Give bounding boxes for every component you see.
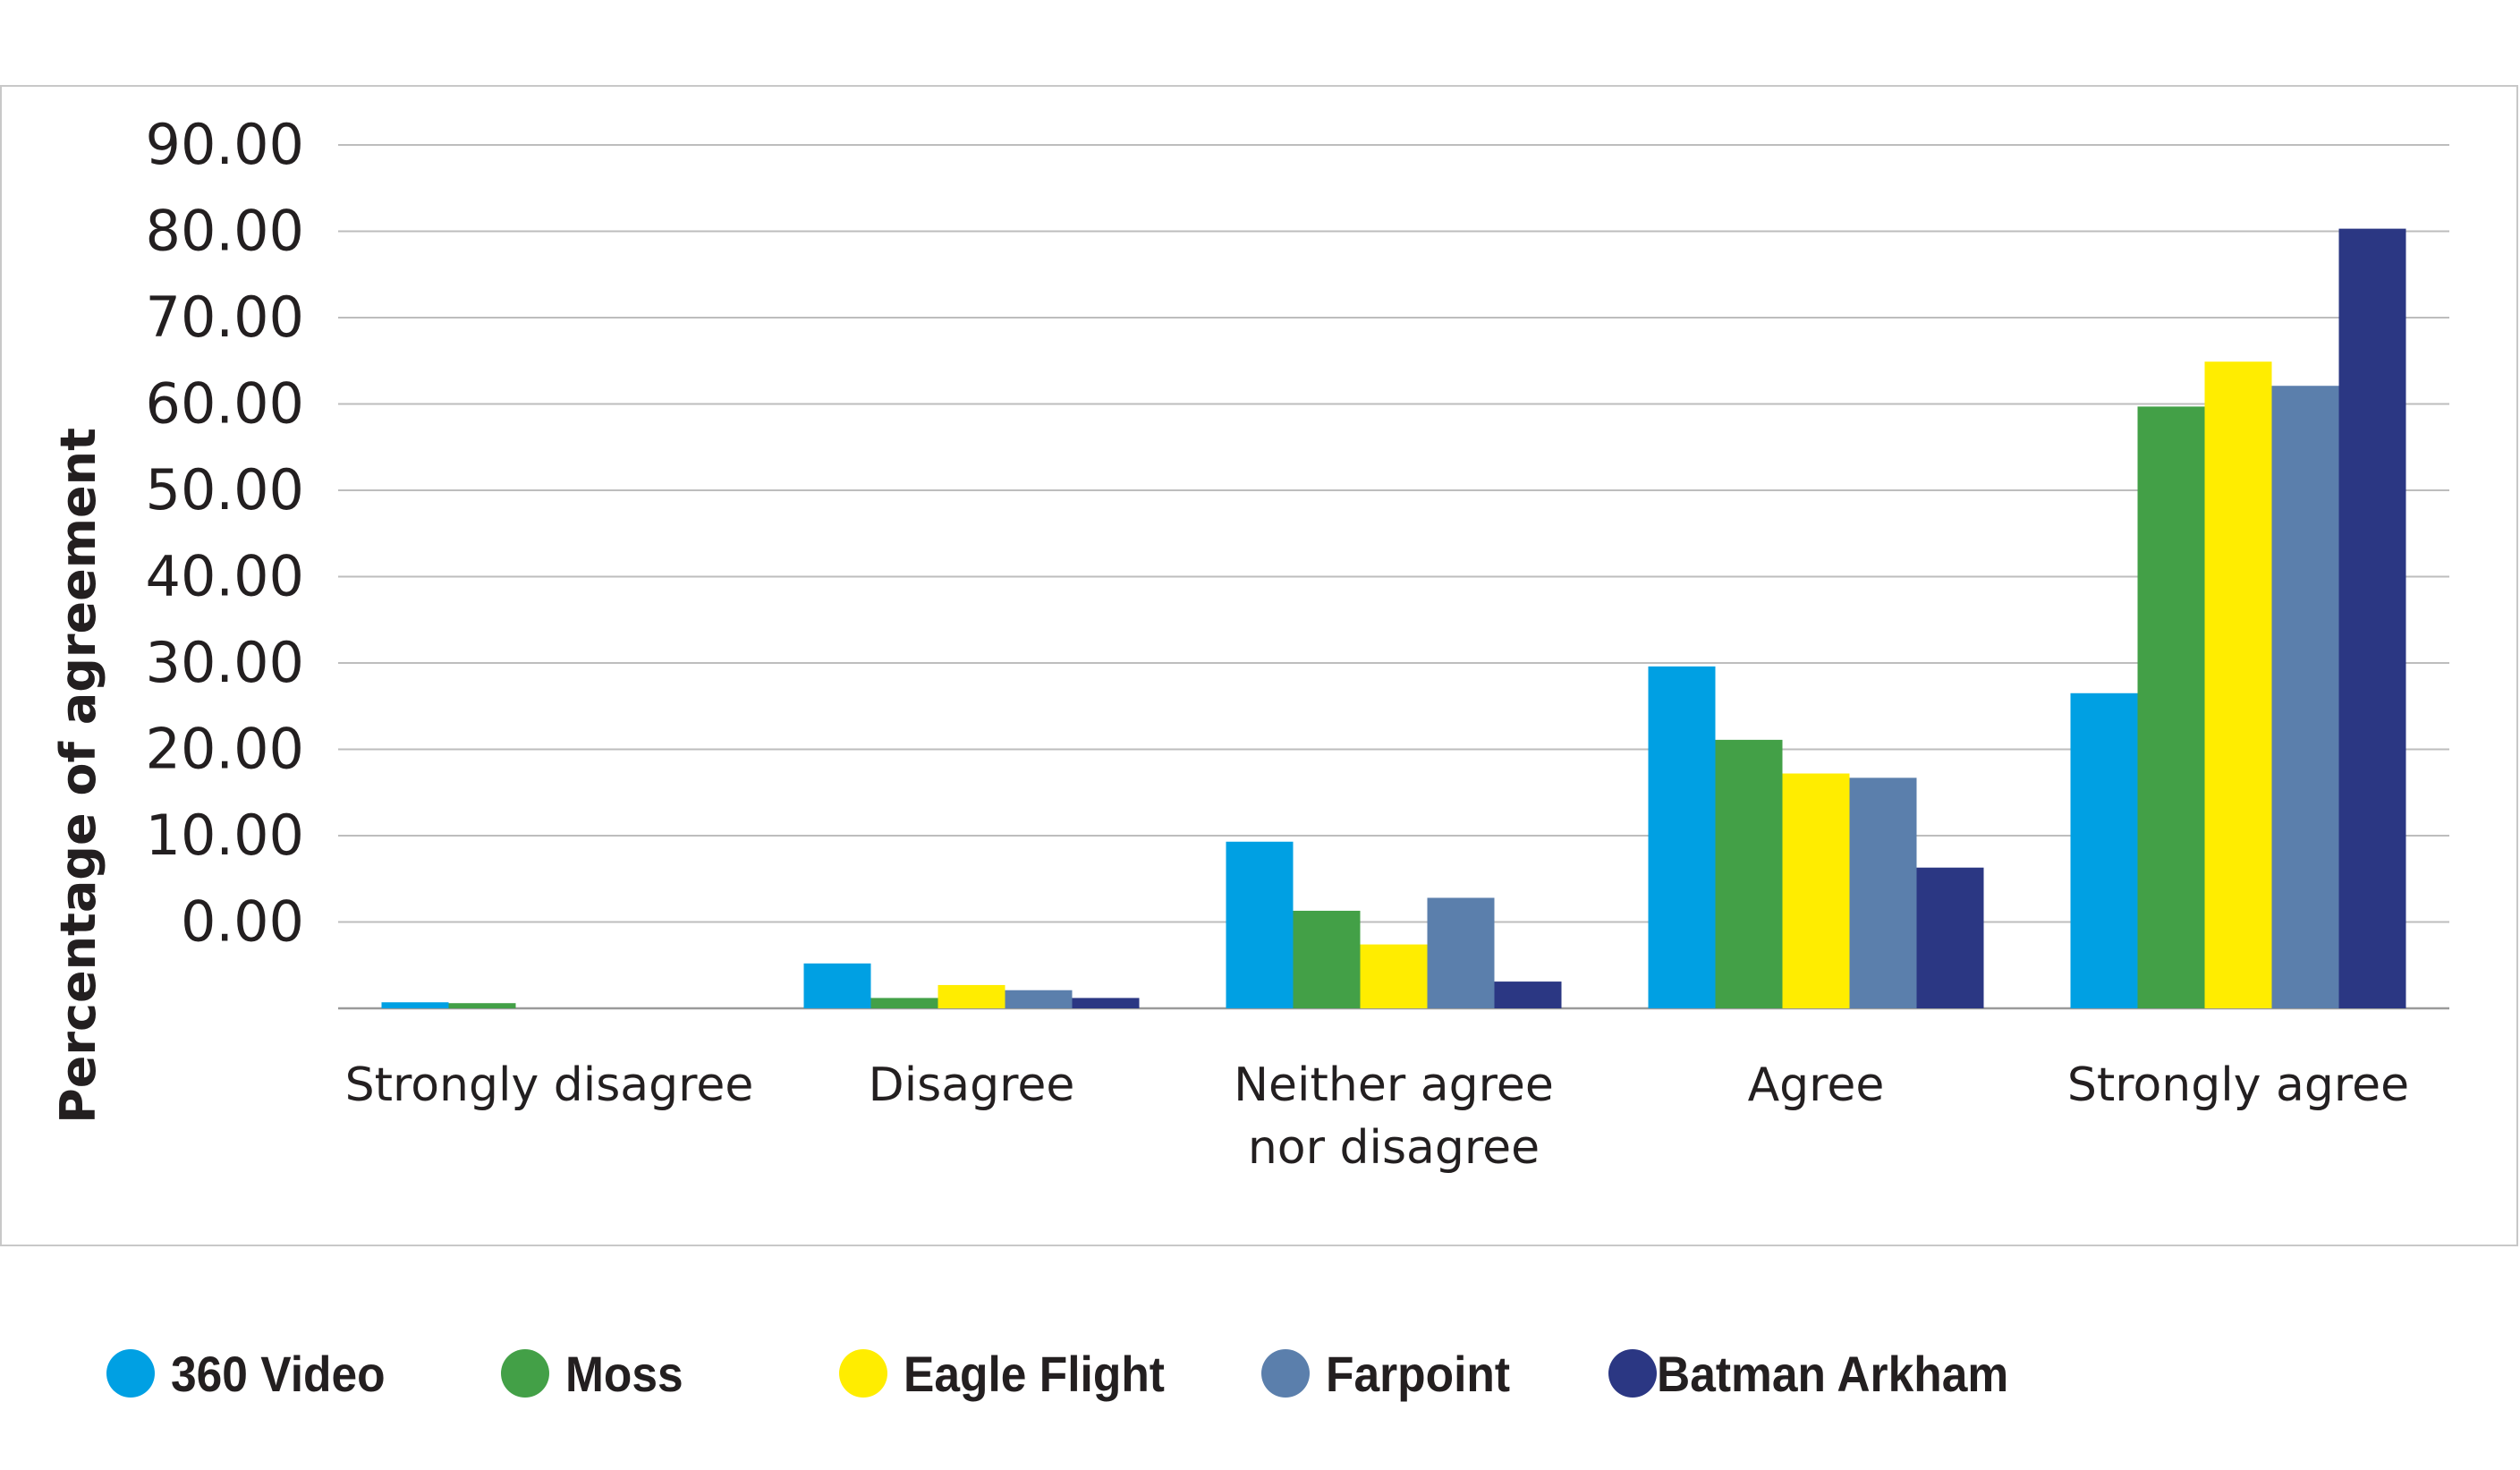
bar	[1494, 981, 1562, 1008]
bar	[2338, 228, 2406, 1009]
bar	[938, 984, 1005, 1008]
bar	[381, 1002, 449, 1008]
legend-swatch-moss-icon	[501, 1349, 549, 1398]
bar	[1293, 910, 1361, 1008]
legend-item-360-video: 360 Video	[106, 1333, 403, 1414]
legend-label: Farpoint	[1326, 1345, 1511, 1402]
y-tick-label: 30.00	[146, 630, 305, 695]
bar	[1427, 897, 1495, 1008]
category-label: Strongly agree	[2067, 1058, 2409, 1112]
legend-item-farpoint: Farpoint	[1261, 1333, 1526, 1414]
bar	[1849, 777, 1917, 1008]
legend-swatch-batman-arkham-icon	[1608, 1349, 1657, 1398]
y-tick-label: 50.00	[146, 457, 305, 523]
legend-item-batman-arkham: Batman Arkham	[1608, 1333, 2039, 1414]
legend-label: Eagle Flight	[904, 1345, 1165, 1402]
category-label: Strongly disagree	[345, 1058, 754, 1112]
y-tick-label: 80.00	[146, 199, 305, 264]
bar	[1715, 739, 1783, 1008]
y-tick-label: 60.00	[146, 371, 305, 437]
category-labels: Strongly disagree Disagree Neither agree no…	[345, 1058, 2410, 1175]
bar	[2137, 406, 2205, 1008]
y-tick-label: 10.00	[146, 803, 305, 868]
bar	[1360, 944, 1428, 1008]
bar-chart: 90.00 80.00 70.00 60.00 50.00 40.00 30.00 20.00…	[50, 112, 2449, 1175]
legend-label: Moss	[565, 1345, 683, 1402]
y-tick-label: 20.00	[146, 717, 305, 782]
legend-label: Batman Arkham	[1657, 1345, 2009, 1402]
y-tick-label: 70.00	[146, 285, 305, 350]
legend-swatch-farpoint-icon	[1261, 1349, 1310, 1398]
bar	[1072, 998, 1140, 1008]
y-axis-label: Percentage of agreement	[50, 428, 106, 1124]
legend-swatch-eagle-flight-icon	[839, 1349, 887, 1398]
bar	[2271, 386, 2339, 1008]
chart-frame: 90.00 80.00 70.00 60.00 50.00 40.00 30.00 20.00…	[0, 85, 2518, 1246]
y-tick-label: 40.00	[146, 544, 305, 609]
bar	[1648, 666, 1716, 1008]
bar	[2204, 361, 2272, 1009]
y-tick-labels: 90.00 80.00 70.00 60.00 50.00 40.00 30.00 20.00…	[146, 112, 305, 955]
legend-label: 360 Video	[171, 1345, 386, 1402]
bar	[1782, 773, 1850, 1008]
bar	[1916, 867, 1984, 1008]
y-tick-label: 0.00	[181, 889, 304, 955]
bar	[1005, 990, 1073, 1008]
bar	[803, 963, 871, 1008]
bars	[381, 228, 2406, 1009]
category-label: Agree	[1748, 1058, 1885, 1112]
category-label: Disagree	[869, 1058, 1075, 1112]
bar	[448, 1003, 516, 1008]
category-label: Neither agree nor disagree	[1234, 1058, 1554, 1175]
legend-item-eagle-flight: Eagle Flight	[839, 1333, 1187, 1414]
gridlines	[338, 144, 2449, 1010]
legend: 360 Video Moss Eagle Flight Farpoint Bat…	[0, 1333, 2520, 1414]
bar	[870, 998, 938, 1008]
legend-swatch-360-video-icon	[106, 1349, 155, 1398]
bar	[1226, 841, 1294, 1008]
legend-item-moss: Moss	[501, 1333, 693, 1414]
y-tick-label: 90.00	[146, 112, 305, 177]
bar	[2070, 693, 2138, 1008]
